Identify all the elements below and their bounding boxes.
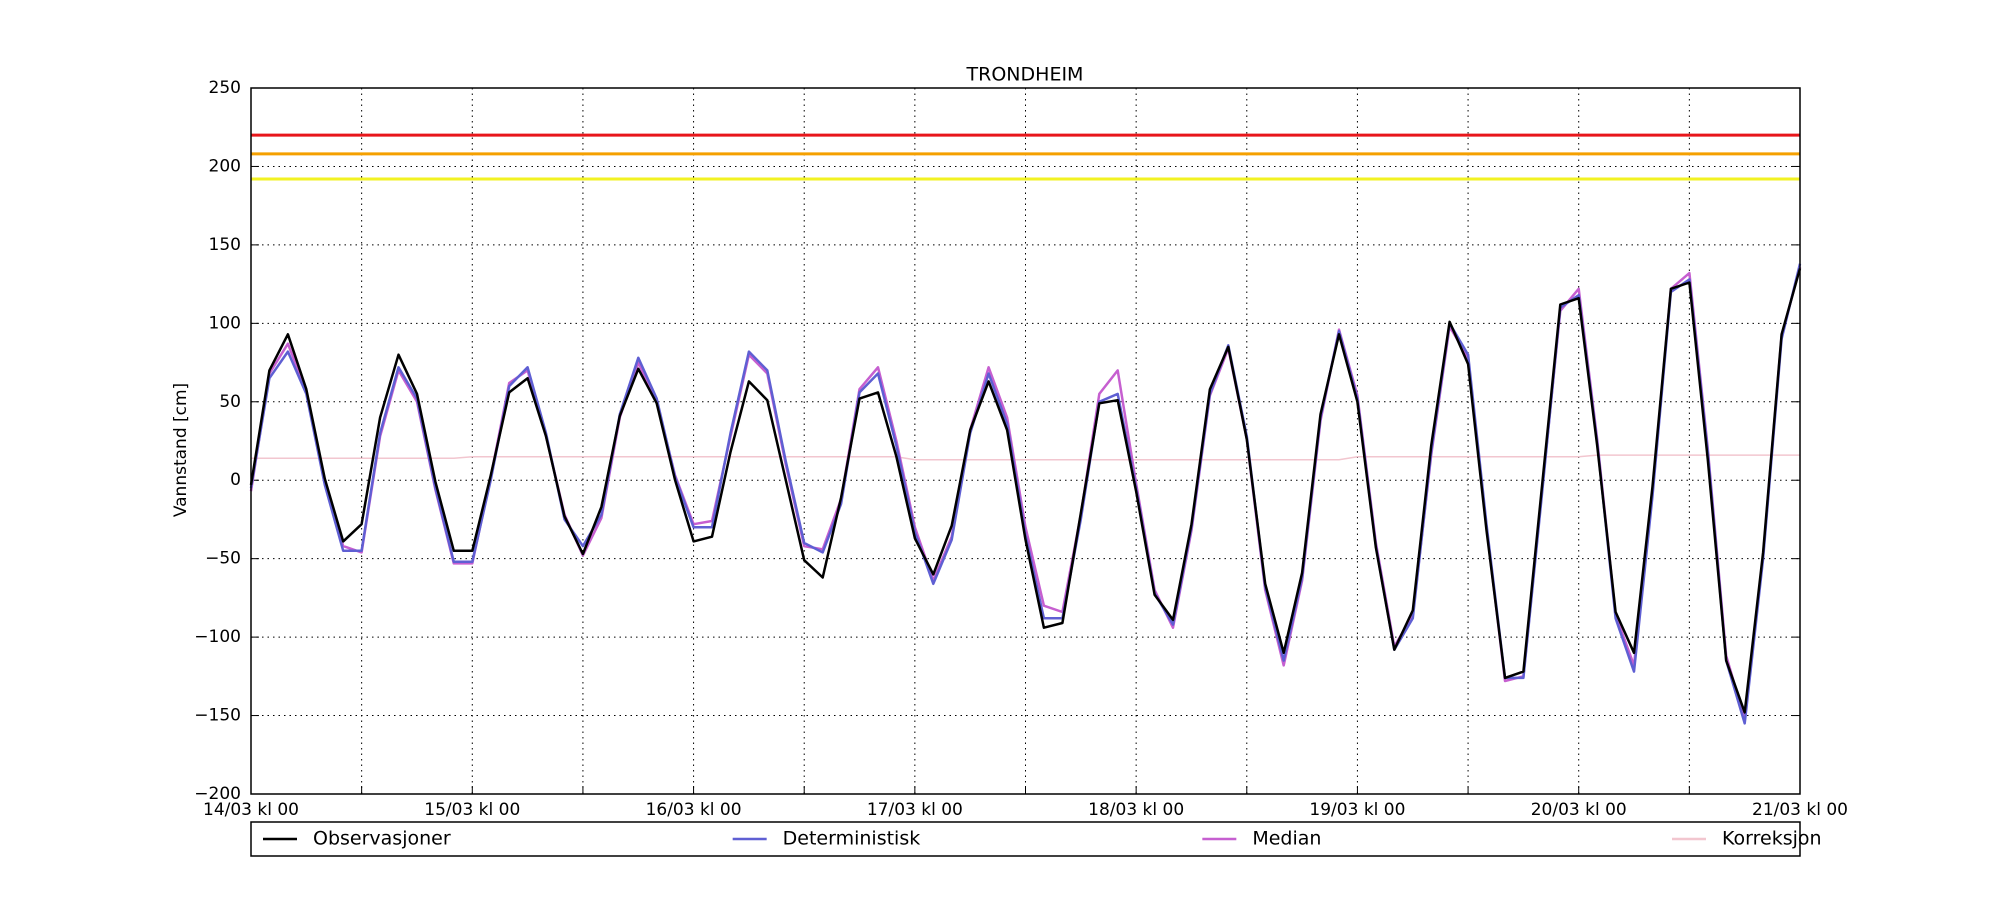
y-tick-label: −150	[194, 706, 241, 726]
y-tick-label: 200	[209, 156, 241, 176]
y-tick-label: −200	[194, 784, 241, 804]
series-line	[251, 454, 1800, 461]
series-line	[249, 268, 1802, 714]
chart-title: TRONDHEIM	[966, 64, 1084, 86]
series-line	[249, 266, 1802, 720]
y-tick-label: 0	[230, 470, 241, 490]
x-tick-label: 18/03 kl 00	[1088, 800, 1184, 820]
y-axis-label: Vannstand [cm]	[171, 383, 191, 517]
x-tick-label: 14/03 kl 00	[203, 800, 299, 820]
x-tick-label: 17/03 kl 00	[867, 800, 963, 820]
y-tick-label: −100	[194, 627, 241, 647]
y-tick-label: 250	[209, 78, 241, 98]
x-tick-label: 21/03 kl 00	[1752, 800, 1848, 820]
x-tick-label: 15/03 kl 00	[424, 800, 520, 820]
legend-label: Observasjoner	[313, 828, 451, 850]
y-tick-label: −50	[205, 549, 241, 569]
plot-frame	[250, 87, 1801, 795]
x-tick-label: 19/03 kl 00	[1309, 800, 1405, 820]
legend-label: Median	[1252, 828, 1321, 850]
legend-label: Korreksjon	[1722, 828, 1822, 850]
y-tick-label: 100	[209, 313, 241, 333]
legend-label: Deterministisk	[783, 828, 921, 850]
y-tick-label: 50	[219, 392, 241, 412]
series-line	[249, 263, 1802, 725]
x-tick-label: 20/03 kl 00	[1531, 800, 1627, 820]
y-tick-label: 150	[209, 235, 241, 255]
legend-box	[250, 821, 1801, 857]
x-tick-label: 16/03 kl 00	[646, 800, 742, 820]
